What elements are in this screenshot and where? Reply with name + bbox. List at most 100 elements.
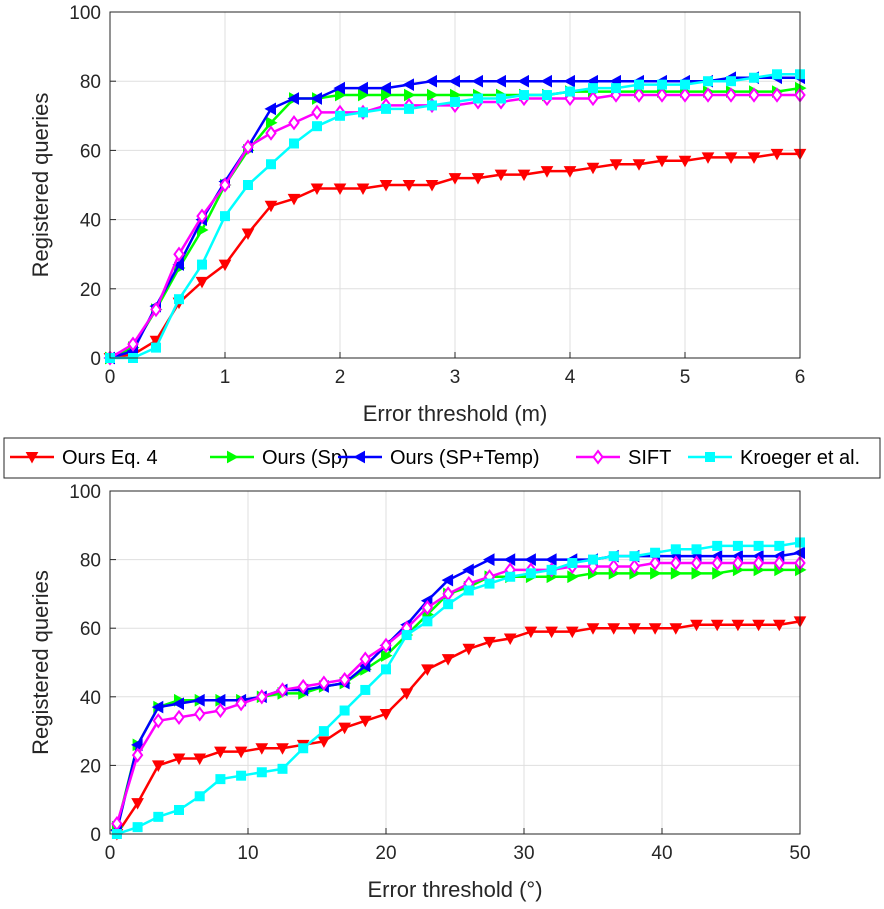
data-point — [607, 623, 621, 635]
data-point — [773, 555, 786, 571]
x-tick-label: 50 — [789, 843, 810, 864]
data-point — [505, 571, 516, 582]
data-point — [380, 637, 392, 654]
data-point — [404, 103, 414, 114]
data-point — [650, 547, 661, 558]
data-point — [220, 211, 230, 222]
series-line — [115, 551, 801, 831]
data-point — [772, 619, 786, 632]
data-point — [462, 563, 474, 577]
data-point — [425, 74, 437, 88]
data-point — [649, 555, 661, 571]
data-point — [379, 180, 393, 192]
data-point — [317, 736, 331, 748]
data-point — [243, 180, 253, 190]
data-point — [335, 88, 347, 102]
x-tick-label: 5 — [680, 367, 691, 388]
data-point — [333, 183, 347, 195]
data-point — [450, 96, 460, 107]
data-point — [297, 678, 309, 695]
data-point — [542, 90, 552, 101]
y-tick-label: 20 — [80, 280, 101, 301]
data-point — [194, 791, 205, 802]
legend-entry: Ours (SP+Temp) — [338, 447, 539, 469]
legend-box — [3, 437, 881, 479]
data-point — [565, 626, 579, 639]
data-point — [173, 709, 185, 726]
x-tick-label: 30 — [513, 843, 534, 864]
data-point — [241, 228, 255, 240]
data-point — [690, 555, 703, 571]
x-axis-label: Error threshold (°) — [367, 877, 542, 902]
data-point — [749, 72, 759, 83]
data-point — [381, 649, 393, 662]
data-point — [771, 87, 783, 103]
data-point — [338, 671, 351, 688]
data-point — [425, 180, 439, 192]
data-point — [150, 301, 162, 318]
data-point — [710, 619, 724, 632]
data-point — [609, 159, 623, 171]
plot-area — [110, 491, 800, 834]
data-point — [680, 79, 690, 90]
data-point — [473, 93, 483, 104]
data-point — [517, 74, 529, 88]
data-point — [772, 69, 782, 80]
data-point — [443, 599, 454, 610]
tick-labels: 0 10 20 30 40 50 0 20 40 60 80 100 — [69, 482, 810, 864]
data-point — [565, 86, 575, 97]
data-point — [712, 540, 723, 551]
data-point — [670, 544, 681, 555]
data-point — [359, 651, 372, 667]
data-point — [193, 693, 205, 707]
data-point — [545, 553, 557, 566]
data-point — [402, 180, 416, 192]
data-point — [132, 822, 143, 833]
data-point — [588, 83, 598, 94]
data-point — [172, 258, 184, 271]
y-axis-label: Registered queries — [28, 93, 53, 278]
x-tick-label: 2 — [335, 367, 346, 388]
data-point — [503, 633, 517, 646]
data-point — [339, 705, 350, 716]
x-tick-label: 3 — [450, 367, 461, 388]
data-point — [691, 544, 702, 555]
legend-entry: Ours (Sp) — [210, 447, 349, 469]
data-point — [648, 623, 662, 635]
y-tick-label: 60 — [80, 619, 101, 640]
data-point — [381, 664, 391, 675]
x-tick-label: 40 — [651, 843, 672, 864]
data-point — [381, 103, 391, 114]
series-line — [116, 541, 801, 836]
data-point — [632, 159, 646, 171]
data-point — [608, 551, 619, 562]
data-point — [678, 155, 692, 168]
data-point — [234, 746, 248, 759]
x-tick-label: 1 — [220, 367, 231, 388]
data-point — [607, 558, 620, 575]
data-point — [524, 553, 536, 566]
data-point — [725, 87, 737, 103]
data-point — [670, 566, 683, 580]
data-point — [193, 753, 207, 766]
data-point — [731, 619, 745, 632]
data-point — [747, 152, 761, 164]
data-point — [356, 183, 370, 195]
data-point — [214, 746, 227, 759]
data-point — [218, 259, 232, 272]
y-tick-label: 80 — [80, 72, 101, 93]
data-point — [701, 152, 715, 164]
data-point — [173, 246, 185, 262]
data-point — [753, 540, 764, 551]
data-point — [655, 155, 669, 168]
axes-box — [109, 490, 801, 835]
data-point — [131, 747, 144, 763]
data-point — [172, 697, 184, 711]
data-point — [400, 688, 414, 700]
y-tick-label: 0 — [90, 825, 101, 846]
data-point — [496, 93, 506, 104]
data-point — [358, 107, 368, 118]
y-axis-label: Registered queries — [28, 570, 53, 755]
